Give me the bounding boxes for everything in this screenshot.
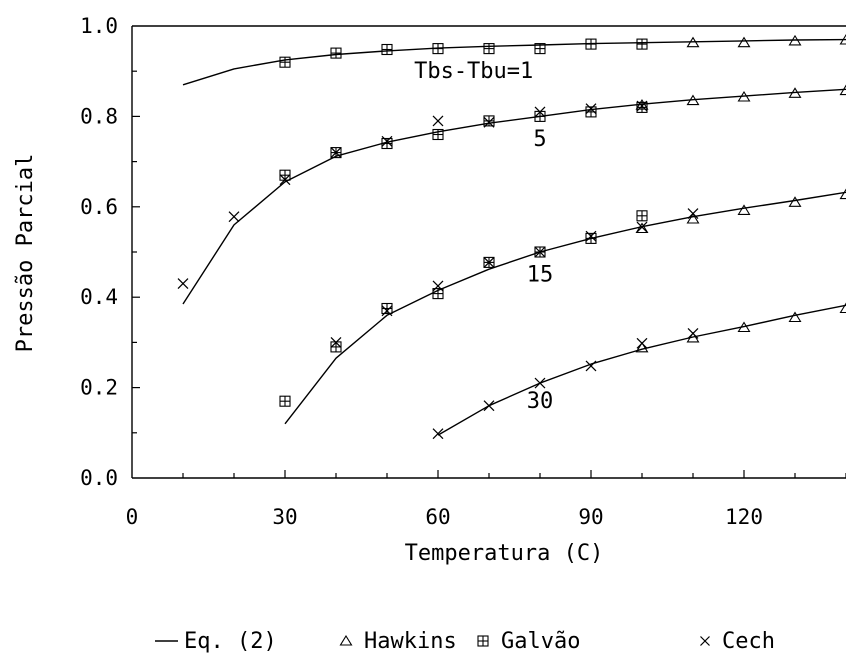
legend-label-galvao: Galvão (501, 629, 580, 654)
point-hawkins-30-100 (635, 341, 649, 353)
curve-label-30: 30 (527, 389, 554, 414)
point-hawkins-5-140 (839, 84, 846, 96)
point-galvao-5-100 (636, 101, 648, 113)
y-tick-label-1.0: 1.0 (80, 14, 118, 38)
point-hawkins-30-110 (686, 331, 700, 343)
point-cech-5-100 (636, 100, 648, 112)
axis-ticks (132, 70, 846, 478)
point-cech-15-60 (432, 280, 444, 292)
point-cech-5-70 (483, 116, 495, 128)
point-hawkins-1-140 (839, 33, 846, 45)
point-cech-5-10 (177, 278, 189, 290)
point-cech-15-40 (330, 336, 342, 348)
point-hawkins-15-110 (686, 212, 700, 224)
x-axis-title: Temperatura (C) (405, 541, 604, 566)
legend-triangle-swatch (339, 634, 353, 646)
legend-label-eq2: Eq. (2) (184, 629, 277, 654)
point-galvao-1-90 (585, 38, 597, 50)
point-hawkins-15-140 (839, 188, 846, 200)
point-galvao-15-100 (636, 210, 648, 222)
point-cech-30-70 (483, 400, 495, 412)
point-cech-5-30 (279, 174, 291, 186)
point-galvao-1-100 (636, 38, 648, 50)
x-tick-label-0: 0 (126, 505, 139, 529)
point-galvao-5-60 (432, 128, 444, 141)
legend: Eq. (2) Hawkins Galvão Cech (155, 629, 775, 654)
x-tick-label-120: 120 (725, 505, 763, 529)
point-galvao-1-70 (483, 43, 495, 55)
legend-label-cech: Cech (722, 629, 775, 654)
point-galvao-5-80 (534, 110, 546, 122)
point-hawkins-30-120 (737, 321, 751, 333)
x-tick-label-90: 90 (578, 505, 603, 529)
point-cech-5-40 (330, 147, 342, 159)
point-cech-5-60 (432, 115, 444, 127)
curve-label-15: 15 (527, 262, 554, 287)
curve-eq-2-1 (182, 38, 846, 86)
curve-eq-2-15 (284, 191, 846, 425)
point-galvao-15-90 (585, 232, 597, 244)
point-cech-30-110 (687, 327, 699, 339)
point-hawkins-15-120 (737, 204, 751, 215)
point-cech-5-20 (228, 211, 240, 223)
point-hawkins-30-130 (788, 311, 802, 323)
point-galvao-5-70 (483, 115, 495, 127)
point-hawkins-30-140 (839, 302, 846, 314)
point-galvao-1-80 (534, 43, 546, 55)
point-cech-30-100 (636, 337, 648, 349)
point-cech-5-50 (381, 135, 393, 147)
point-cech-30-80 (534, 377, 546, 389)
plot-axes (131, 25, 846, 479)
point-hawkins-15-100 (635, 222, 649, 234)
point-cech-15-110 (687, 208, 699, 220)
point-cech-15-90 (585, 230, 597, 242)
fitted-curves (182, 38, 846, 436)
curve-label-5: 5 (533, 127, 546, 152)
point-cech-15-50 (381, 305, 393, 317)
curve-label-1: Tbs-Tbu=1 (414, 59, 533, 84)
y-tick-label-0.8: 0.8 (80, 104, 118, 128)
x-tick-label-30: 30 (272, 505, 297, 529)
point-galvao-5-30 (279, 169, 291, 181)
point-cech-30-90 (585, 360, 597, 372)
point-cech-5-90 (585, 103, 597, 115)
point-hawkins-15-130 (788, 196, 802, 207)
point-hawkins-1-120 (737, 36, 751, 48)
point-cech-15-70 (483, 256, 495, 268)
point-hawkins-5-130 (788, 87, 802, 98)
point-galvao-1-50 (381, 43, 393, 56)
point-cech-30-60 (432, 428, 444, 440)
point-hawkins-5-120 (737, 90, 751, 102)
legend-cross-swatch (700, 636, 710, 646)
point-cech-15-100 (636, 221, 648, 233)
point-hawkins-1-130 (788, 34, 802, 46)
curve-eq-2-30 (437, 304, 846, 436)
point-galvao-15-50 (381, 302, 393, 315)
point-galvao-1-30 (279, 56, 291, 68)
point-hawkins-5-110 (686, 94, 700, 106)
point-galvao-15-60 (432, 288, 444, 300)
y-tick-label-0.6: 0.6 (80, 195, 118, 219)
legend-label-hawkins: Hawkins (364, 629, 457, 654)
point-galvao-1-40 (330, 47, 342, 59)
x-tick-label-60: 60 (425, 505, 450, 529)
point-galvao-15-30 (279, 395, 291, 407)
legend-boxplus-swatch (477, 635, 489, 647)
axis-tick-labels: 0 30 60 90 120 0.0 0.2 0.4 0.6 0.8 1.0 (80, 14, 763, 529)
point-galvao-1-60 (432, 43, 444, 55)
y-axis-title: Pressão Parcial (13, 154, 38, 353)
y-tick-label-0.4: 0.4 (80, 285, 118, 309)
point-cech-15-80 (534, 246, 546, 258)
data-markers (177, 33, 846, 440)
point-galvao-15-40 (330, 341, 342, 353)
point-cech-5-80 (534, 106, 546, 118)
y-tick-label-0.2: 0.2 (80, 376, 118, 400)
y-tick-label-0.0: 0.0 (80, 466, 118, 490)
point-hawkins-1-110 (686, 36, 700, 48)
curve-eq-2-5 (182, 88, 846, 305)
point-galvao-5-50 (381, 137, 393, 150)
